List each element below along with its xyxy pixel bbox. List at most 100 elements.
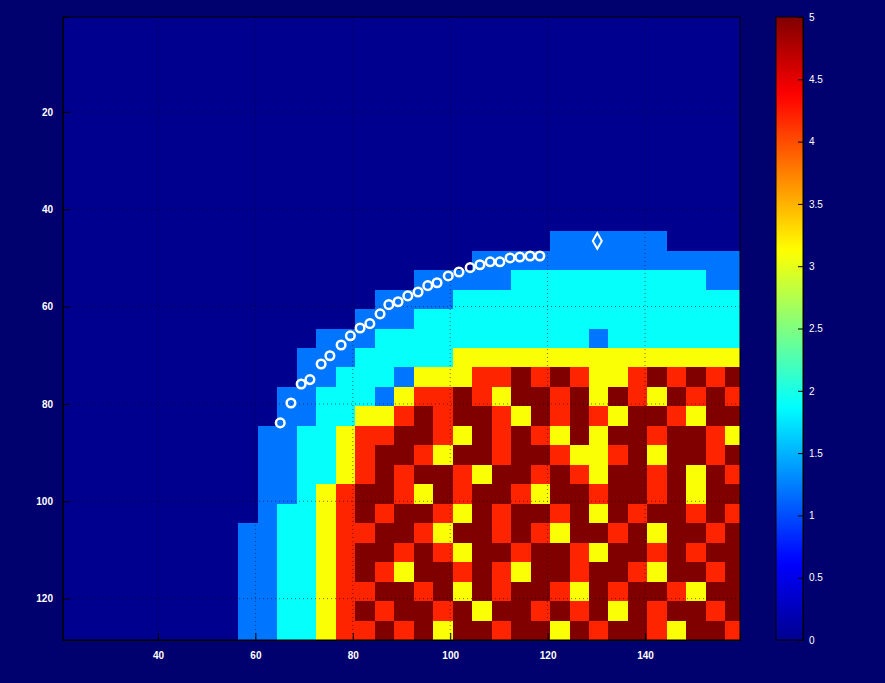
circle-marker — [306, 375, 315, 384]
heatmap-cell — [141, 426, 161, 446]
circle-marker — [346, 332, 355, 341]
heatmap-cell — [414, 465, 434, 485]
heatmap-cell — [414, 173, 434, 193]
heatmap-cell — [102, 367, 122, 387]
heatmap-cell — [258, 270, 278, 290]
y-axis: 20406080100120 — [36, 18, 70, 641]
y-grid-line — [63, 111, 740, 112]
heatmap-cell — [492, 36, 512, 56]
heatmap-cell — [258, 56, 278, 76]
heatmap-cell — [570, 173, 590, 193]
heatmap-cell — [570, 543, 590, 563]
heatmap-cell — [121, 445, 141, 465]
colorbar-tick: 0.5 — [798, 572, 823, 583]
heatmap-cell — [686, 329, 706, 349]
heatmap-cell — [647, 484, 667, 504]
heatmap-cell — [414, 621, 434, 640]
y-tick-mark — [63, 112, 70, 113]
heatmap-cell — [102, 309, 122, 329]
heatmap-cell — [706, 17, 726, 37]
heatmap-cell — [550, 601, 570, 621]
heatmap-cell — [667, 387, 687, 407]
heatmap-cell — [258, 465, 278, 485]
heatmap-cell — [297, 173, 317, 193]
heatmap-cell — [492, 75, 512, 95]
heatmap-cell — [570, 562, 590, 582]
heatmap-cell — [336, 601, 356, 621]
heatmap-cell — [199, 543, 219, 563]
heatmap-cell — [141, 445, 161, 465]
heatmap-cell — [199, 134, 219, 154]
heatmap-cell — [608, 75, 628, 95]
heatmap-cell — [725, 523, 740, 543]
heatmap-cell — [199, 348, 219, 368]
heatmap-cell — [63, 309, 83, 329]
heatmap-cell — [394, 465, 414, 485]
heatmap-cell — [550, 36, 570, 56]
heatmap-cell — [102, 426, 122, 446]
heatmap-cell — [102, 153, 122, 173]
heatmap-cell — [686, 134, 706, 154]
colorbar-tick-mark — [798, 204, 803, 205]
heatmap-cell — [355, 426, 375, 446]
heatmap-cell — [297, 543, 317, 563]
heatmap-cell — [375, 465, 395, 485]
heatmap-cell — [472, 75, 492, 95]
circle-marker — [424, 281, 433, 290]
heatmap-cell — [297, 114, 317, 134]
heatmap-cell — [511, 465, 531, 485]
heatmap-cell — [277, 56, 297, 76]
colorbar-tick-label: 5 — [809, 12, 815, 23]
heatmap-cell — [550, 212, 570, 232]
heatmap-cell — [589, 212, 609, 232]
heatmap-cell — [180, 367, 200, 387]
heatmap-cell — [550, 406, 570, 426]
heatmap-cell — [394, 621, 414, 640]
circle-marker — [385, 300, 394, 309]
heatmap-cell — [686, 621, 706, 640]
heatmap-cell — [375, 173, 395, 193]
heatmap-cell — [472, 504, 492, 524]
heatmap-cell — [82, 75, 102, 95]
heatmap-cell — [589, 231, 609, 251]
heatmap-cell — [608, 251, 628, 271]
heatmap-cell — [219, 17, 239, 37]
heatmap-cell — [160, 212, 180, 232]
colorbar-tick-mark — [798, 266, 803, 267]
heatmap-cell — [316, 114, 336, 134]
heatmap-cell — [667, 465, 687, 485]
y-tick: 40 — [42, 204, 70, 215]
heatmap-cell — [82, 114, 102, 134]
heatmap-cell — [160, 17, 180, 37]
heatmap-cell — [589, 329, 609, 349]
heatmap-cell — [277, 367, 297, 387]
heatmap-cell — [725, 445, 740, 465]
colorbar-tick: 2.5 — [798, 323, 823, 334]
heatmap-cell — [355, 484, 375, 504]
heatmap-cell — [667, 56, 687, 76]
heatmap-cell — [394, 309, 414, 329]
heatmap-cell — [375, 251, 395, 271]
heatmap-cell — [647, 270, 667, 290]
heatmap-cell — [472, 231, 492, 251]
heatmap-cell — [277, 173, 297, 193]
heatmap-cell — [219, 523, 239, 543]
heatmap-cell — [589, 621, 609, 640]
heatmap-cell — [277, 114, 297, 134]
heatmap-cell — [180, 465, 200, 485]
heatmap-cell — [63, 601, 83, 621]
heatmap-cell — [375, 348, 395, 368]
heatmap-cell — [647, 95, 667, 115]
heatmap-cell — [199, 504, 219, 524]
heatmap-cell — [667, 406, 687, 426]
x-tick-label: 60 — [250, 650, 262, 661]
heatmap-cell — [570, 406, 590, 426]
heatmap-cell — [414, 212, 434, 232]
heatmap-cell — [180, 134, 200, 154]
heatmap-cell — [355, 601, 375, 621]
heatmap-cell — [647, 387, 667, 407]
heatmap-cell — [82, 134, 102, 154]
heatmap-cell — [589, 445, 609, 465]
heatmap-cell — [570, 114, 590, 134]
heatmap-cell — [297, 523, 317, 543]
